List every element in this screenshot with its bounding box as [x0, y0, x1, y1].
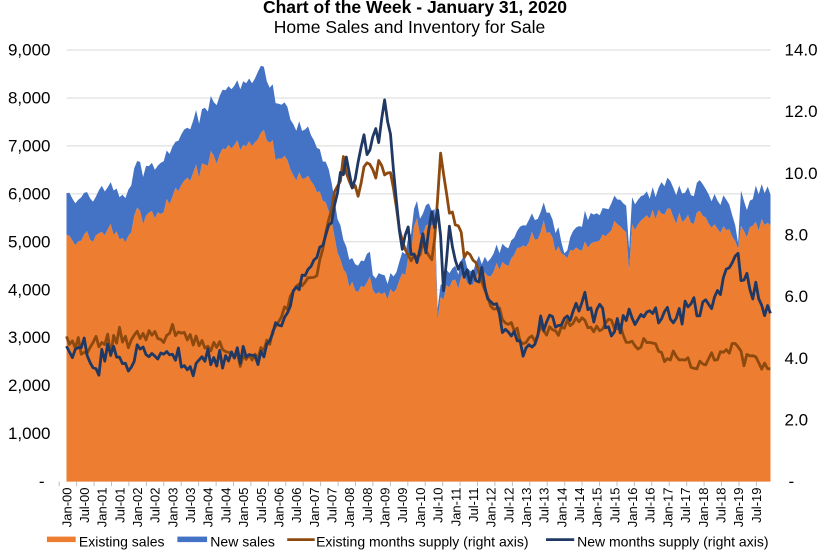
svg-text:-: -	[789, 472, 795, 491]
svg-text:12.0: 12.0	[785, 102, 818, 121]
svg-text:Home Sales and Inventory for S: Home Sales and Inventory for Sale	[274, 17, 545, 37]
svg-text:Jul-18: Jul-18	[714, 488, 729, 523]
svg-text:Jan-16: Jan-16	[625, 488, 640, 528]
svg-text:7,000: 7,000	[8, 136, 51, 155]
svg-text:Jul-04: Jul-04	[218, 488, 233, 523]
svg-text:Jan-01: Jan-01	[95, 488, 110, 528]
svg-text:Jul-16: Jul-16	[643, 488, 658, 523]
svg-text:Jan-11: Jan-11	[448, 488, 463, 527]
svg-text:Jan-19: Jan-19	[731, 488, 746, 528]
svg-text:Jan-12: Jan-12	[484, 488, 499, 528]
svg-text:Jul-00: Jul-00	[77, 488, 92, 523]
svg-text:Jan-14: Jan-14	[554, 488, 569, 528]
svg-text:10.0: 10.0	[785, 164, 818, 183]
svg-text:Jan-13: Jan-13	[519, 488, 534, 528]
svg-text:Jul-08: Jul-08	[360, 488, 375, 523]
svg-text:4,000: 4,000	[8, 280, 51, 299]
svg-text:Jul-13: Jul-13	[537, 488, 552, 523]
svg-text:Jul-01: Jul-01	[112, 488, 127, 523]
svg-text:5,000: 5,000	[8, 232, 51, 251]
svg-text:Existing sales: Existing sales	[79, 534, 165, 550]
svg-text:Jul-06: Jul-06	[289, 488, 304, 523]
svg-text:Jan-03: Jan-03	[165, 488, 180, 528]
svg-text:Jul-15: Jul-15	[607, 488, 622, 523]
svg-text:Jan-18: Jan-18	[696, 488, 711, 528]
svg-text:Jan-02: Jan-02	[130, 488, 145, 528]
svg-text:8.0: 8.0	[785, 226, 809, 245]
svg-text:Jan-09: Jan-09	[378, 488, 393, 528]
svg-text:Existing months supply (right: Existing months supply (right axis)	[316, 534, 528, 550]
svg-text:Jan-07: Jan-07	[307, 488, 322, 528]
svg-text:2,000: 2,000	[8, 376, 51, 395]
svg-text:1,000: 1,000	[8, 424, 51, 443]
svg-text:6.0: 6.0	[785, 287, 809, 306]
svg-text:4.0: 4.0	[785, 349, 809, 368]
svg-text:Jul-10: Jul-10	[431, 488, 446, 523]
svg-text:New months supply (right axis): New months supply (right axis)	[577, 534, 768, 550]
svg-text:Jul-02: Jul-02	[148, 488, 163, 523]
svg-text:2.0: 2.0	[785, 410, 809, 429]
svg-text:Jul-07: Jul-07	[325, 488, 340, 523]
svg-text:3,000: 3,000	[8, 328, 51, 347]
svg-text:Jul-12: Jul-12	[501, 488, 516, 523]
svg-text:New sales: New sales	[210, 534, 275, 550]
svg-text:8,000: 8,000	[8, 89, 51, 108]
svg-text:Jul-11: Jul-11	[466, 488, 481, 522]
svg-text:Jul-17: Jul-17	[678, 488, 693, 523]
svg-text:Jan-15: Jan-15	[590, 488, 605, 528]
svg-text:Jul-19: Jul-19	[749, 488, 764, 523]
svg-text:14.0: 14.0	[785, 41, 818, 60]
svg-text:Jul-14: Jul-14	[572, 488, 587, 523]
svg-text:Chart of the Week - January 31: Chart of the Week - January 31, 2020	[263, 0, 567, 17]
svg-text:-: -	[39, 472, 45, 491]
svg-text:Jan-05: Jan-05	[236, 488, 251, 528]
svg-text:Jan-17: Jan-17	[660, 488, 675, 528]
svg-text:Jan-04: Jan-04	[201, 488, 216, 528]
svg-text:Jul-09: Jul-09	[395, 488, 410, 523]
svg-text:Jul-03: Jul-03	[183, 488, 198, 523]
svg-text:9,000: 9,000	[8, 41, 51, 60]
svg-text:Jan-10: Jan-10	[413, 488, 428, 528]
svg-text:6,000: 6,000	[8, 184, 51, 203]
svg-text:Jan-08: Jan-08	[342, 488, 357, 528]
svg-text:Jul-05: Jul-05	[254, 488, 269, 523]
svg-text:Jan-06: Jan-06	[272, 488, 287, 528]
svg-text:Jan-00: Jan-00	[59, 488, 74, 528]
